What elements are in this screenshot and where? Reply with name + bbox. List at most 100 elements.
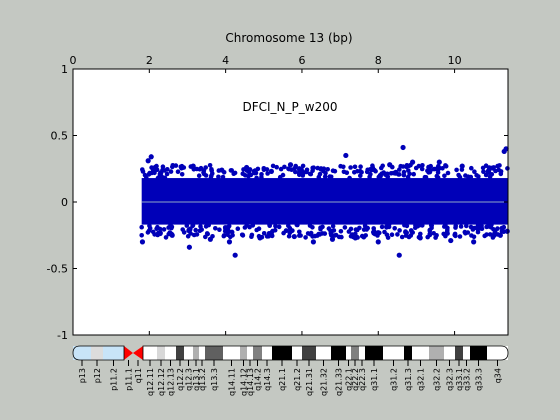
band-texture-dot — [288, 228, 293, 234]
data-point — [400, 144, 406, 151]
band-texture-dot — [353, 227, 359, 232]
band-texture-dot — [468, 174, 474, 180]
band-texture-dot — [453, 225, 458, 230]
band-label: q21.2 — [293, 368, 302, 391]
band-texture-dot — [431, 231, 437, 236]
data-point — [169, 232, 175, 238]
band-texture-dot — [325, 167, 331, 172]
band-texture-dot — [457, 234, 463, 239]
data-point — [145, 158, 151, 164]
ideogram-band — [91, 346, 103, 360]
band-label: q22.2 — [351, 368, 360, 391]
band-texture-dot — [196, 173, 202, 178]
data-point — [369, 166, 376, 172]
band-texture-dot — [352, 164, 358, 170]
band-texture-dot — [308, 171, 314, 177]
ideogram-band — [240, 346, 247, 360]
data-point — [352, 235, 358, 241]
data-point — [375, 239, 381, 245]
plot-area: DFCI_N_P_w200 — [72, 68, 510, 336]
ideogram-band — [463, 346, 470, 360]
band-texture-dot — [297, 229, 302, 235]
band-texture-dot — [281, 230, 286, 236]
band-texture-dot — [344, 170, 350, 175]
ideogram-band — [262, 346, 272, 360]
ideogram-band — [351, 346, 359, 360]
band-texture-dot — [372, 230, 378, 236]
band-texture-dot — [286, 166, 292, 172]
band-texture-dot — [203, 165, 208, 170]
band-texture-dot — [207, 163, 213, 168]
band-texture-dot — [201, 171, 207, 177]
band-label: q14.2 — [254, 368, 263, 391]
band-texture-dot — [379, 224, 385, 230]
band-texture-dot — [463, 173, 468, 178]
data-point — [190, 163, 196, 169]
data-point — [410, 159, 416, 165]
band-texture-dot — [400, 164, 406, 169]
band-texture-dot — [423, 175, 429, 180]
band-label: p11.2 — [110, 368, 119, 391]
band-texture-dot — [139, 224, 144, 230]
ideogram-band — [404, 346, 412, 360]
band-texture-dot — [217, 227, 222, 232]
band-label: q13.2 — [198, 368, 207, 391]
band-texture-dot — [198, 165, 204, 171]
band-texture-dot — [348, 165, 353, 170]
band-texture-dot — [228, 168, 234, 173]
band-texture-dot — [303, 235, 308, 240]
band-texture-dot — [489, 172, 495, 177]
band-texture-dot — [292, 165, 298, 171]
band-texture-dot — [404, 223, 410, 229]
band-texture-dot — [146, 172, 152, 177]
band-texture-dot — [300, 163, 306, 169]
band-texture-dot — [440, 166, 445, 171]
x-tick-label: 8 — [375, 54, 382, 67]
band-label: q33.2 — [463, 368, 472, 391]
band-texture-dot — [436, 163, 441, 169]
band-texture-dot — [235, 226, 241, 231]
band-texture-dot — [229, 229, 235, 235]
band-label: q22.1 — [345, 368, 354, 391]
band-texture-dot — [442, 224, 447, 229]
sample-annotation: DFCI_N_P_w200 — [243, 100, 338, 114]
band-texture-dot — [452, 231, 458, 237]
band-texture-dot — [266, 234, 272, 239]
band-texture-dot — [483, 172, 489, 178]
band-texture-dot — [140, 169, 146, 174]
band-texture-dot — [396, 172, 401, 177]
band-texture-dot — [273, 223, 278, 229]
centromere-p — [124, 346, 133, 360]
band-texture-dot — [358, 164, 363, 169]
band-texture-dot — [427, 228, 433, 234]
band-label: q14.3 — [263, 368, 272, 391]
data-point — [244, 164, 250, 171]
band-texture-dot — [247, 224, 252, 230]
band-texture-dot — [498, 169, 504, 174]
ideogram-band — [292, 346, 302, 360]
band-texture-dot — [420, 223, 425, 228]
band-texture-dot — [469, 165, 474, 171]
ideogram-band — [316, 346, 331, 360]
band-texture-dot — [297, 167, 302, 172]
band-texture-dot — [420, 163, 425, 168]
band-texture-dot — [154, 167, 160, 172]
band-texture-dot — [198, 224, 203, 229]
band-texture-dot — [411, 171, 417, 177]
band-texture-dot — [305, 231, 311, 236]
band-label: q31.3 — [404, 368, 413, 391]
ideogram-band — [103, 346, 124, 360]
band-texture-dot — [403, 229, 408, 234]
band-label: q12.3 — [185, 368, 194, 391]
band-texture-dot — [362, 223, 368, 228]
band-texture-dot — [331, 228, 337, 233]
band-texture-dot — [276, 224, 282, 230]
ideogram-band — [165, 346, 176, 360]
band-texture-dot — [426, 170, 431, 175]
band-texture-dot — [249, 234, 254, 239]
band-texture-dot — [401, 172, 407, 178]
band-label: q13.1 — [192, 368, 201, 391]
band-texture-dot — [320, 231, 325, 236]
ideogram-band — [346, 346, 351, 360]
band-texture-dot — [190, 222, 196, 228]
